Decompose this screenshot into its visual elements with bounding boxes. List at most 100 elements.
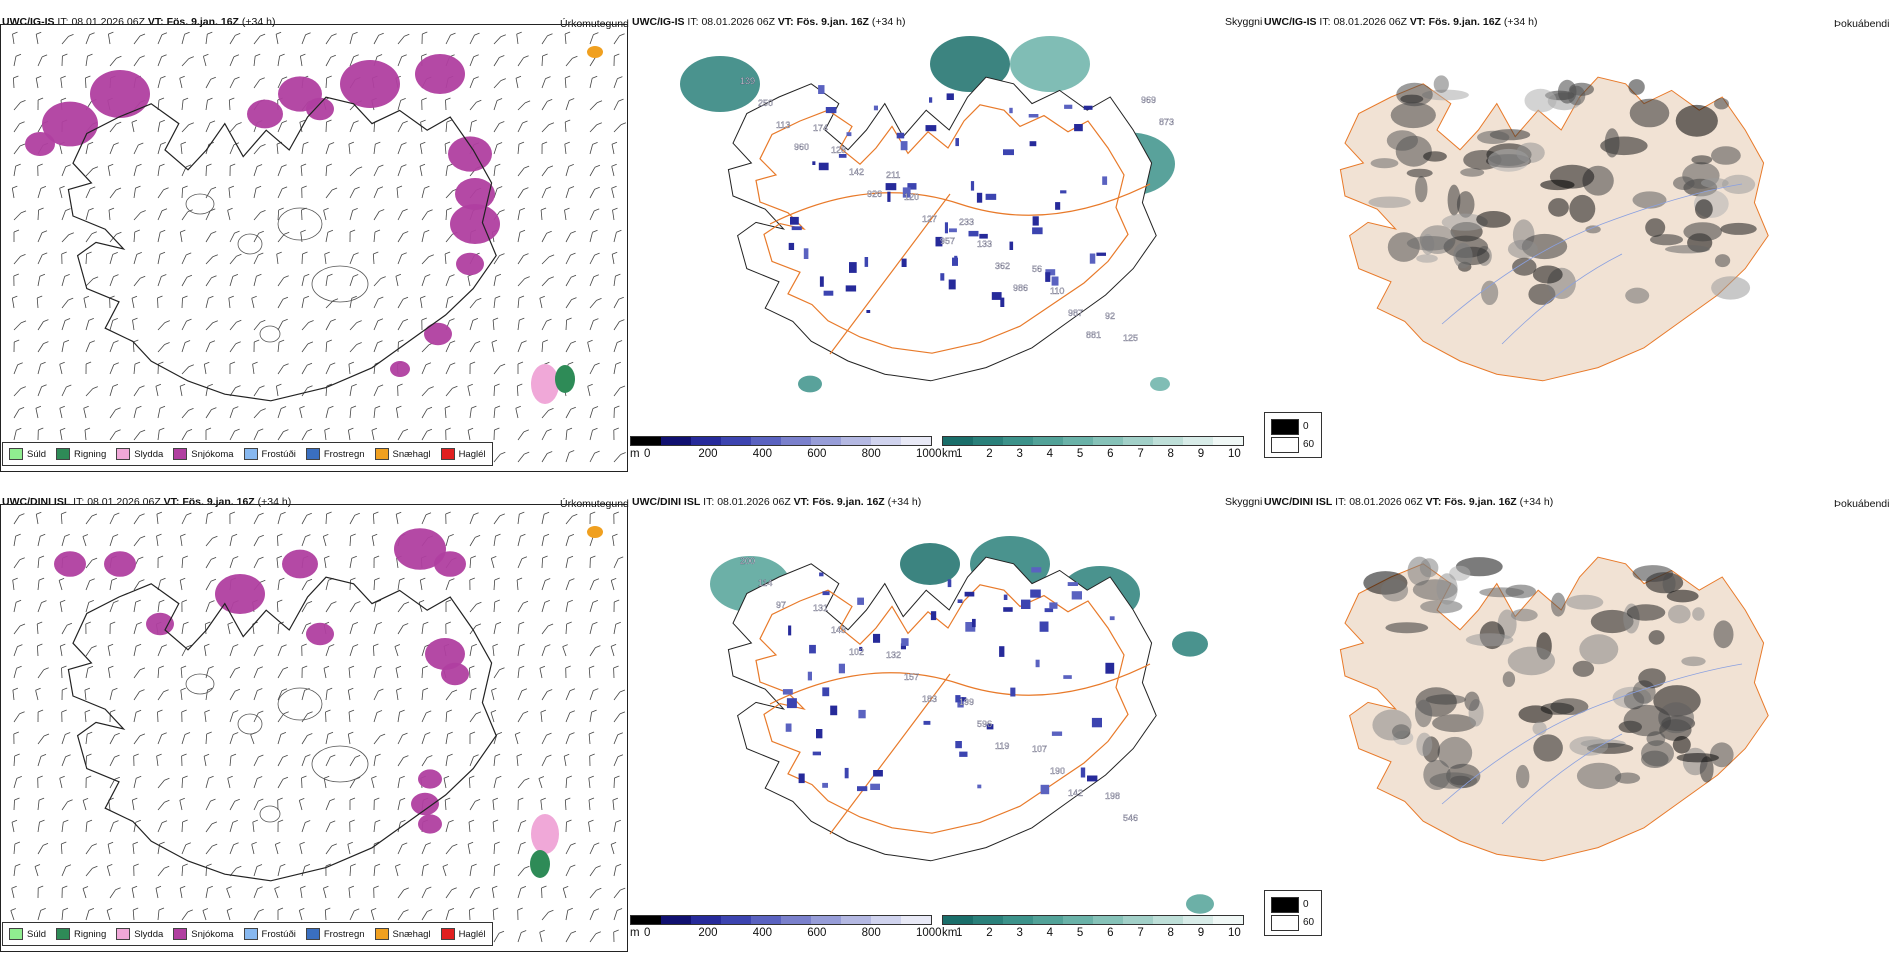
legend-item-slydda: Slydda — [116, 448, 163, 460]
ceiling-label: 596 — [977, 719, 992, 729]
ceiling-label: 107 — [1032, 744, 1047, 754]
legend-swatch — [173, 448, 187, 460]
ceiling-label: 125 — [1123, 333, 1138, 343]
legend-item-frostúði: Frostúði — [244, 448, 296, 460]
legend-label: Slydda — [134, 449, 163, 460]
ceiling-label: 157 — [904, 672, 919, 682]
ceiling-tick-label: 800 — [862, 448, 881, 460]
legend-label: Snæhagl — [393, 929, 431, 940]
visibility-tick-label: 3 — [1016, 927, 1022, 939]
visibility-tick-label: 6 — [1107, 448, 1113, 460]
ceiling-label: 546 — [1123, 813, 1138, 823]
ceiling-label: 132 — [886, 650, 901, 660]
legend-swatch — [9, 448, 23, 460]
iceland-visibility-map: 2001311321991071981141481575961905469710… — [630, 504, 1260, 952]
legend-label: Slydda — [134, 929, 163, 940]
legend-item-frostregn: Frostregn — [306, 448, 365, 460]
legend-label: Haglél — [459, 449, 486, 460]
visibility-tick-label: 1 — [956, 927, 962, 939]
panel-fog-index-bottom: UWC/DINI ISL IT: 08.01.2026 06Z VT: Fös.… — [1262, 490, 1892, 960]
iceland-fog-map — [1262, 24, 1892, 472]
legend-swatch — [56, 448, 70, 460]
ceiling-label: 873 — [1159, 117, 1174, 127]
legend-item-súld: Súld — [9, 448, 46, 460]
visibility-tick-label: 4 — [1047, 448, 1053, 460]
ceiling-label: 190 — [1050, 766, 1065, 776]
legend-label: Haglél — [459, 929, 486, 940]
ceiling-label: 113 — [776, 120, 790, 130]
fog-swatch-dark — [1271, 897, 1299, 913]
legend-label: Frostregn — [324, 929, 365, 940]
legend-label: Snjókoma — [191, 929, 233, 940]
visibility-tick-label: 2 — [986, 448, 992, 460]
visibility-tick-label: 8 — [1168, 448, 1174, 460]
ceiling-label: 986 — [1013, 283, 1028, 293]
ceiling-label: 133 — [977, 239, 992, 249]
fog-swatch-light — [1271, 437, 1299, 453]
ceiling-tick-label: 0 — [644, 448, 650, 460]
legend-swatch — [306, 928, 320, 940]
iceland-visibility-map: 1391742112335692250128120133110125113142… — [630, 24, 1260, 472]
legend-swatch — [116, 928, 130, 940]
legend-label: Snæhagl — [393, 449, 431, 460]
ceiling-colorbar — [630, 436, 932, 446]
ceiling-label: 250 — [758, 98, 773, 108]
legend-swatch — [173, 928, 187, 940]
ceiling-label: 131 — [813, 603, 828, 613]
ceiling-label: 183 — [922, 694, 937, 704]
ceiling-label: 233 — [959, 217, 974, 227]
visibility-colorbar — [942, 436, 1244, 446]
glacier-outlines — [186, 194, 368, 342]
legend-label: Snjókoma — [191, 449, 233, 460]
legend-item-haglél: Haglél — [441, 928, 486, 940]
ceiling-label: 881 — [1086, 330, 1101, 340]
ceiling-label: 969 — [1141, 95, 1156, 105]
ceiling-label: 148 — [831, 625, 846, 635]
panel-ceiling-visibility-bottom: UWC/DINI ISL IT: 08.01.2026 06Z VT: Fös.… — [630, 490, 1260, 960]
fog-legend-label: 60 — [1303, 917, 1314, 928]
ceiling-label: 128 — [831, 145, 846, 155]
legend-item-haglél: Haglél — [441, 448, 486, 460]
legend-swatch — [244, 448, 258, 460]
ceiling-tick-label: 400 — [753, 448, 772, 460]
ceiling-tick-label: 1000 — [916, 448, 942, 460]
ceiling-label: 119 — [995, 741, 1009, 751]
visibility-tick-label: 8 — [1168, 927, 1174, 939]
iceland-precip-map — [0, 504, 628, 952]
precip-areas — [25, 46, 603, 404]
ceiling-tick-label: 400 — [753, 927, 772, 939]
legend-swatch — [116, 448, 130, 460]
ceiling-label: 114 — [758, 578, 772, 588]
ceiling-label: 139 — [740, 76, 755, 86]
legend-item-snæhagl: Snæhagl — [375, 928, 431, 940]
legend-swatch — [441, 448, 455, 460]
ceiling-tick-label: 0 — [644, 927, 650, 939]
fog-legend-label: 60 — [1303, 439, 1314, 450]
fog-swatch-dark — [1271, 419, 1299, 435]
visibility-tick-label: 2 — [986, 927, 992, 939]
legend-label: Frostúði — [262, 929, 296, 940]
ceiling-label: 97 — [776, 600, 786, 610]
ceiling-label: 987 — [1068, 308, 1083, 318]
panel-precip-type-top: UWC/IG-IS IT: 08.01.2026 06Z VT: Fös. 9.… — [0, 10, 630, 480]
legend-label: Súld — [27, 929, 46, 940]
coastline — [728, 557, 1156, 861]
legend-swatch — [306, 448, 320, 460]
iceland-precip-map — [0, 24, 628, 472]
visibility-colorbar — [942, 915, 1244, 925]
ceiling-tick-label: 600 — [807, 448, 826, 460]
visibility-tick-label: 5 — [1077, 448, 1083, 460]
ceiling-label: 102 — [849, 647, 864, 657]
ceiling-tick-label: 200 — [698, 448, 717, 460]
ceiling-tick-label: 600 — [807, 927, 826, 939]
visibility-tick-label: 6 — [1107, 927, 1113, 939]
panel-ceiling-visibility-top: UWC/IG-IS IT: 08.01.2026 06Z VT: Fös. 9.… — [630, 10, 1260, 480]
visibility-tick-label: 3 — [1016, 448, 1022, 460]
legend-item-súld: Súld — [9, 928, 46, 940]
iceland-fog-map — [1262, 504, 1892, 952]
legend-swatch — [244, 928, 258, 940]
visibility-tick-label: 10 — [1228, 448, 1241, 460]
